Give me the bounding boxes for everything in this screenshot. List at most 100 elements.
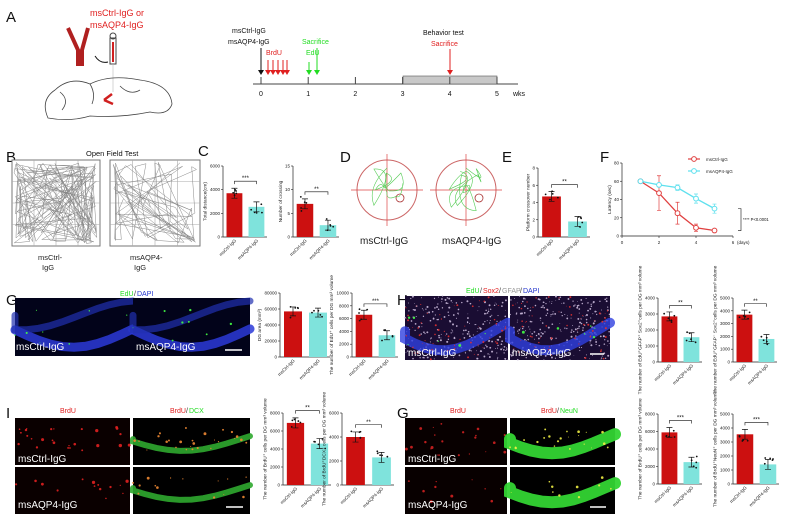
y-tick-label: 0 bbox=[727, 482, 730, 487]
svg-text:EdU: EdU bbox=[466, 288, 480, 295]
bar bbox=[683, 337, 700, 362]
water-maze-aqp4 bbox=[430, 154, 502, 226]
data-point bbox=[321, 438, 324, 440]
y-tick-label: 6000 bbox=[270, 429, 281, 434]
svg-text:/: / bbox=[520, 288, 522, 295]
bar bbox=[736, 314, 753, 362]
data-point bbox=[690, 459, 693, 462]
y-tick-label: 2000 bbox=[270, 465, 281, 470]
timeline-label: msAQP4-IgG bbox=[228, 39, 270, 46]
y-tick-label: 2000 bbox=[720, 334, 731, 339]
data-point bbox=[764, 457, 767, 459]
y-tick-label: 0 bbox=[616, 234, 619, 239]
y-tick-label: 80 bbox=[614, 161, 620, 166]
data-point bbox=[693, 224, 699, 231]
data-point bbox=[324, 447, 327, 450]
data-point bbox=[581, 221, 584, 224]
data-point bbox=[665, 435, 668, 438]
data-point bbox=[376, 452, 379, 455]
data-point bbox=[235, 192, 238, 195]
svg-text:/: / bbox=[480, 288, 482, 295]
micrograph-edu-dapi bbox=[10, 297, 255, 356]
panel-label-d: D bbox=[340, 149, 351, 166]
panel-label-i: I bbox=[6, 405, 10, 422]
svg-text:/: / bbox=[186, 408, 188, 415]
significance-bracket bbox=[304, 191, 329, 195]
micrograph-edu-sox2-gfap-dapi bbox=[400, 295, 615, 361]
image-label: msCtrl-IgG bbox=[408, 348, 457, 359]
y-tick-label: 2000 bbox=[339, 342, 350, 347]
significance-label: ** bbox=[678, 301, 683, 307]
y-tick-label: 4000 bbox=[720, 308, 731, 313]
group-label: msAQP4- bbox=[130, 253, 163, 262]
data-point bbox=[294, 306, 297, 309]
error-bar bbox=[315, 307, 321, 318]
svg-text:BrdU: BrdU bbox=[60, 408, 76, 415]
data-point bbox=[350, 430, 353, 433]
data-point bbox=[656, 190, 662, 197]
y-tick-label: 0 bbox=[287, 235, 290, 240]
data-point bbox=[763, 462, 766, 465]
data-point bbox=[329, 224, 332, 226]
svg-text:/: / bbox=[557, 408, 559, 415]
platform bbox=[395, 193, 405, 203]
timeline-tick-label: 1 bbox=[306, 91, 310, 98]
image-label: msCtrl-IgG bbox=[18, 454, 67, 465]
data-point bbox=[686, 331, 689, 334]
legend-marker bbox=[691, 168, 697, 174]
y-tick-label: 40 bbox=[614, 197, 620, 202]
x-tick-label: msAQP4-IgG bbox=[672, 485, 695, 508]
data-point bbox=[376, 450, 379, 453]
y-tick-label: 0 bbox=[652, 482, 655, 487]
x-tick-label: msCtrl-IgG bbox=[535, 238, 554, 257]
edu-label: EdU bbox=[306, 50, 320, 57]
timeline-tick-label: 5 bbox=[495, 91, 499, 98]
data-point bbox=[694, 341, 697, 344]
svg-text:DCX: DCX bbox=[189, 408, 204, 415]
significance-bracket bbox=[234, 180, 257, 185]
y-axis-label: The number of EdU⁺GFAP⁺ Sox2⁺cells per D… bbox=[638, 265, 644, 394]
y-tick-label: 0 bbox=[727, 360, 730, 365]
bar bbox=[346, 437, 365, 485]
svg-text:GFAP: GFAP bbox=[502, 288, 521, 295]
data-point bbox=[577, 215, 580, 218]
stain-legend-h: EdU / Sox2 / GFAP / DAPI bbox=[466, 288, 539, 295]
significance-label: ** bbox=[562, 180, 567, 186]
bar bbox=[661, 316, 678, 362]
svg-text:Sox2: Sox2 bbox=[483, 288, 499, 295]
y-tick-label: 40000 bbox=[264, 323, 277, 328]
data-point bbox=[358, 308, 361, 311]
brain-icon bbox=[44, 77, 173, 120]
data-point bbox=[391, 335, 394, 337]
bar bbox=[226, 193, 243, 237]
syringe-icon bbox=[109, 32, 117, 92]
group-label: IgG bbox=[134, 263, 146, 272]
image-label: msAQP4-IgG bbox=[512, 348, 572, 359]
group-label: msCtrl- bbox=[38, 253, 63, 262]
data-point bbox=[668, 435, 670, 438]
data-point bbox=[765, 336, 768, 339]
significance-bracket bbox=[355, 424, 382, 428]
brdu-label: BrdU bbox=[266, 50, 282, 57]
data-point bbox=[693, 195, 699, 202]
error-bar bbox=[352, 431, 359, 443]
data-point bbox=[695, 466, 698, 469]
y-tick-label: 60000 bbox=[264, 307, 277, 312]
data-point bbox=[738, 316, 741, 319]
significance-bracket bbox=[669, 305, 692, 309]
y-tick-label: 5 bbox=[287, 211, 290, 216]
x-tick-label: msAQP4-IgG bbox=[672, 363, 695, 386]
y-tick-label: 2000 bbox=[720, 454, 731, 459]
data-point bbox=[261, 211, 263, 214]
x-tick-label: msCtrl-IgG bbox=[728, 363, 747, 382]
y-axis-label: Number of crossing bbox=[278, 180, 284, 222]
x-tick-label: msAQP4-IgG bbox=[308, 238, 331, 261]
svg-text:DAPI: DAPI bbox=[137, 291, 153, 298]
y-tick-label: 0 bbox=[652, 360, 655, 365]
y-tick-label: 3000 bbox=[720, 440, 731, 445]
x-tick-label: msCtrl-IgG bbox=[653, 363, 672, 382]
micrograph-brdu-dcx bbox=[14, 418, 253, 514]
